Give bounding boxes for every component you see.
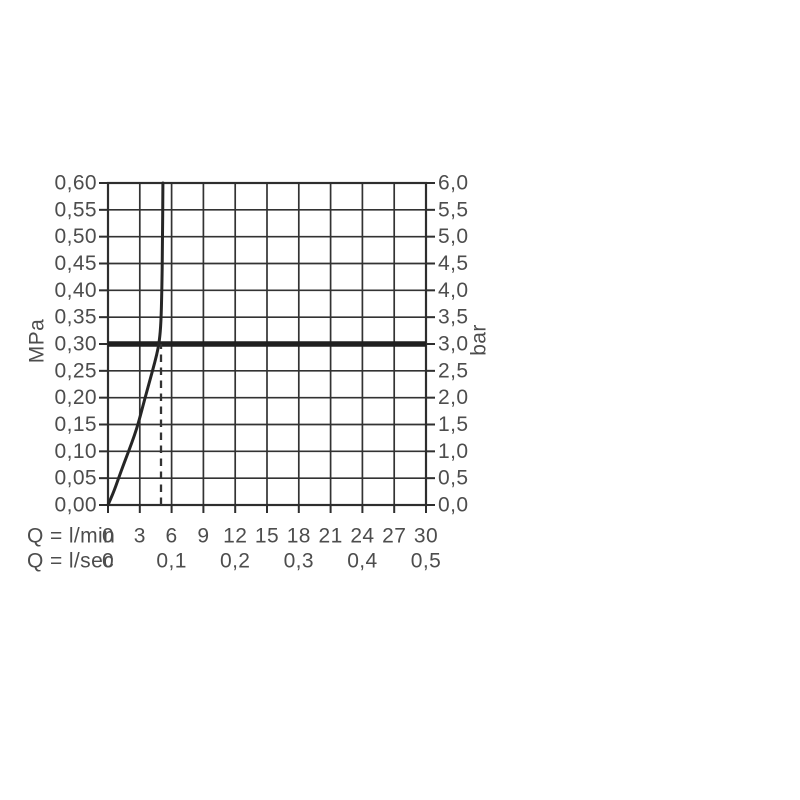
y-left-tick-label: 0,25 (55, 359, 97, 382)
x-axis-lmin-tick-label: 18 (287, 525, 311, 548)
x-axis-lsec-tick-label: 0 (102, 550, 114, 573)
y-left-tick-label: 0,60 (55, 172, 97, 195)
flow-curve (106, 181, 165, 507)
x-axis-lsec-tick-label: 0,4 (347, 550, 377, 573)
axis-unit-labels: MPa bar (26, 319, 491, 363)
y-left-tick-label: 0,20 (55, 386, 97, 409)
x-axis-lmin-tick-label: 15 (255, 525, 279, 548)
y-right-tick-label: 1,0 (438, 440, 468, 463)
x-axis-lsec-tick-label: 0,2 (220, 550, 250, 573)
x-axis-lmin-tick-label: 3 (134, 525, 146, 548)
y-right-tick-label: 2,5 (438, 359, 468, 382)
y-left-tick-label: 0,55 (55, 198, 97, 221)
y-left-tick-label: 0,35 (55, 306, 97, 329)
y-right-tick-label: 0,5 (438, 467, 468, 490)
x-axis-lmin-label: Q = l/min (27, 525, 115, 548)
y-right-tick-label: 4,0 (438, 279, 468, 302)
y-left-tick-label: 0,30 (55, 333, 97, 356)
x-axis-lmin-tick-label: 24 (350, 525, 374, 548)
y-left-tick-label: 0,10 (55, 440, 97, 463)
x-axis-lsec-tick-label: 0,1 (156, 550, 186, 573)
x-axis-lsec-tick-label: 0,5 (411, 550, 441, 573)
y-left-tick-label: 0,00 (55, 494, 97, 517)
y-left-tick-label: 0,40 (55, 279, 97, 302)
y-left-tick-label: 0,05 (55, 467, 97, 490)
y-right-unit-label: bar (468, 324, 491, 356)
y-right-tick-label: 5,5 (438, 198, 468, 221)
y-right-tick-label: 3,0 (438, 333, 468, 356)
y-right-tick-label: 0,0 (438, 494, 468, 517)
y-right-tick-label: 3,5 (438, 306, 468, 329)
y-right-tick-labels: 0,0 0,5 1,0 1,5 2,0 2,5 3,0 3,5 4,0 4,5 5,0 5,5 6,0 (438, 172, 468, 517)
y-left-tick-label: 0,45 (55, 252, 97, 275)
y-left-tick-labels: 0,00 0,05 0,10 0,15 0,20 0,25 0,30 0,35 0,40 0,45… (55, 172, 97, 517)
x-axis-lmin-tick-label: 12 (223, 525, 247, 548)
y-left-tick-label: 0,15 (55, 413, 97, 436)
y-left-unit-label: MPa (26, 319, 49, 363)
x-axis-lmin-tick-label: 30 (414, 525, 438, 548)
x-axis-lmin-tick-label: 6 (166, 525, 178, 548)
x-axis-lmin-tick-label: 21 (319, 525, 343, 548)
x-axis-lsec-tick-label: 0,3 (284, 550, 314, 573)
axis-ticks (99, 182, 435, 513)
x-axis-lmin-tick-label: 9 (197, 525, 209, 548)
y-left-tick-label: 0,50 (55, 225, 97, 248)
x-axis-lsec-label: Q = l/sec (27, 550, 114, 573)
y-right-tick-label: 5,0 (438, 225, 468, 248)
y-right-tick-label: 1,5 (438, 413, 468, 436)
y-right-tick-label: 2,0 (438, 386, 468, 409)
y-right-tick-label: 6,0 (438, 172, 468, 195)
x-axis-lmin-tick-label: 0 (102, 525, 114, 548)
y-right-tick-label: 4,5 (438, 252, 468, 275)
x-axis-lmin-tick-label: 27 (382, 525, 406, 548)
